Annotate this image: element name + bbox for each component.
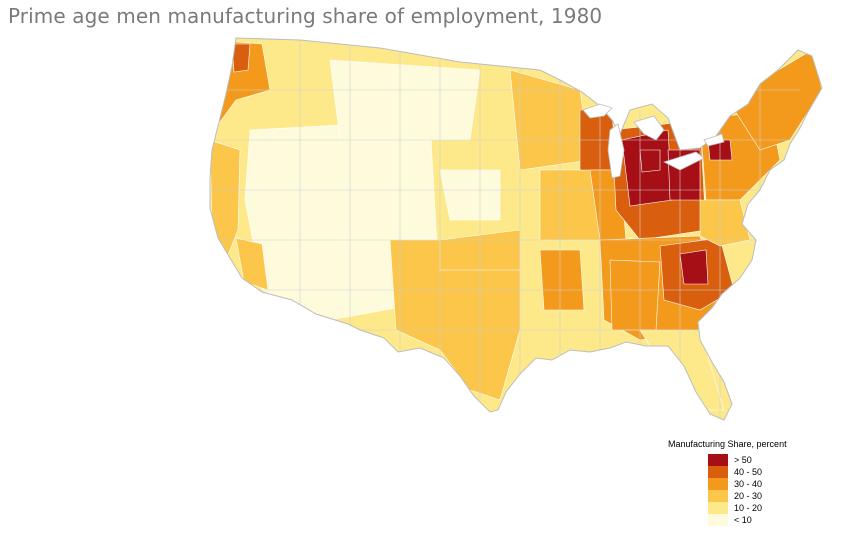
great-lakes (582, 103, 725, 179)
legend-swatch (708, 502, 728, 514)
legend-item: 20 - 30 (708, 490, 828, 502)
legend-item: 10 - 20 (708, 502, 828, 514)
northern-plains-region (329, 59, 481, 141)
legend-items: > 50 40 - 50 30 - 40 20 - 30 10 - 20 < 10 (668, 454, 828, 526)
legend-label: > 50 (734, 455, 752, 465)
alabama-region (609, 259, 661, 331)
legend-label: 10 - 20 (734, 503, 763, 513)
arkansas-region (539, 249, 585, 311)
virginia-region (699, 199, 751, 247)
legend-label: < 10 (734, 515, 752, 525)
legend-item: 30 - 40 (708, 478, 828, 490)
legend: Manufacturing Share, percent > 50 40 - 50… (668, 439, 828, 526)
legend-swatch (708, 454, 728, 466)
kansas-region (439, 169, 501, 221)
legend-swatch (708, 514, 728, 526)
legend-swatch (708, 490, 728, 502)
legend-item: < 10 (708, 514, 828, 526)
legend-label: 30 - 40 (734, 479, 763, 489)
legend-swatch (708, 466, 728, 478)
florida-region (639, 329, 725, 411)
legend-item: > 50 (708, 454, 828, 466)
iowa-missouri-region (539, 169, 601, 241)
carolinas-core (679, 249, 709, 285)
legend-title: Manufacturing Share, percent (668, 439, 787, 449)
minnesota-region (509, 69, 591, 171)
legend-label: 20 - 30 (734, 491, 763, 501)
map-title: Prime age men manufacturing share of emp… (8, 4, 603, 28)
legend-item: 40 - 50 (708, 466, 828, 478)
detroit-core (639, 149, 661, 173)
legend-label: 40 - 50 (734, 467, 763, 477)
puget-region (231, 43, 251, 73)
legend-swatch (708, 478, 728, 490)
